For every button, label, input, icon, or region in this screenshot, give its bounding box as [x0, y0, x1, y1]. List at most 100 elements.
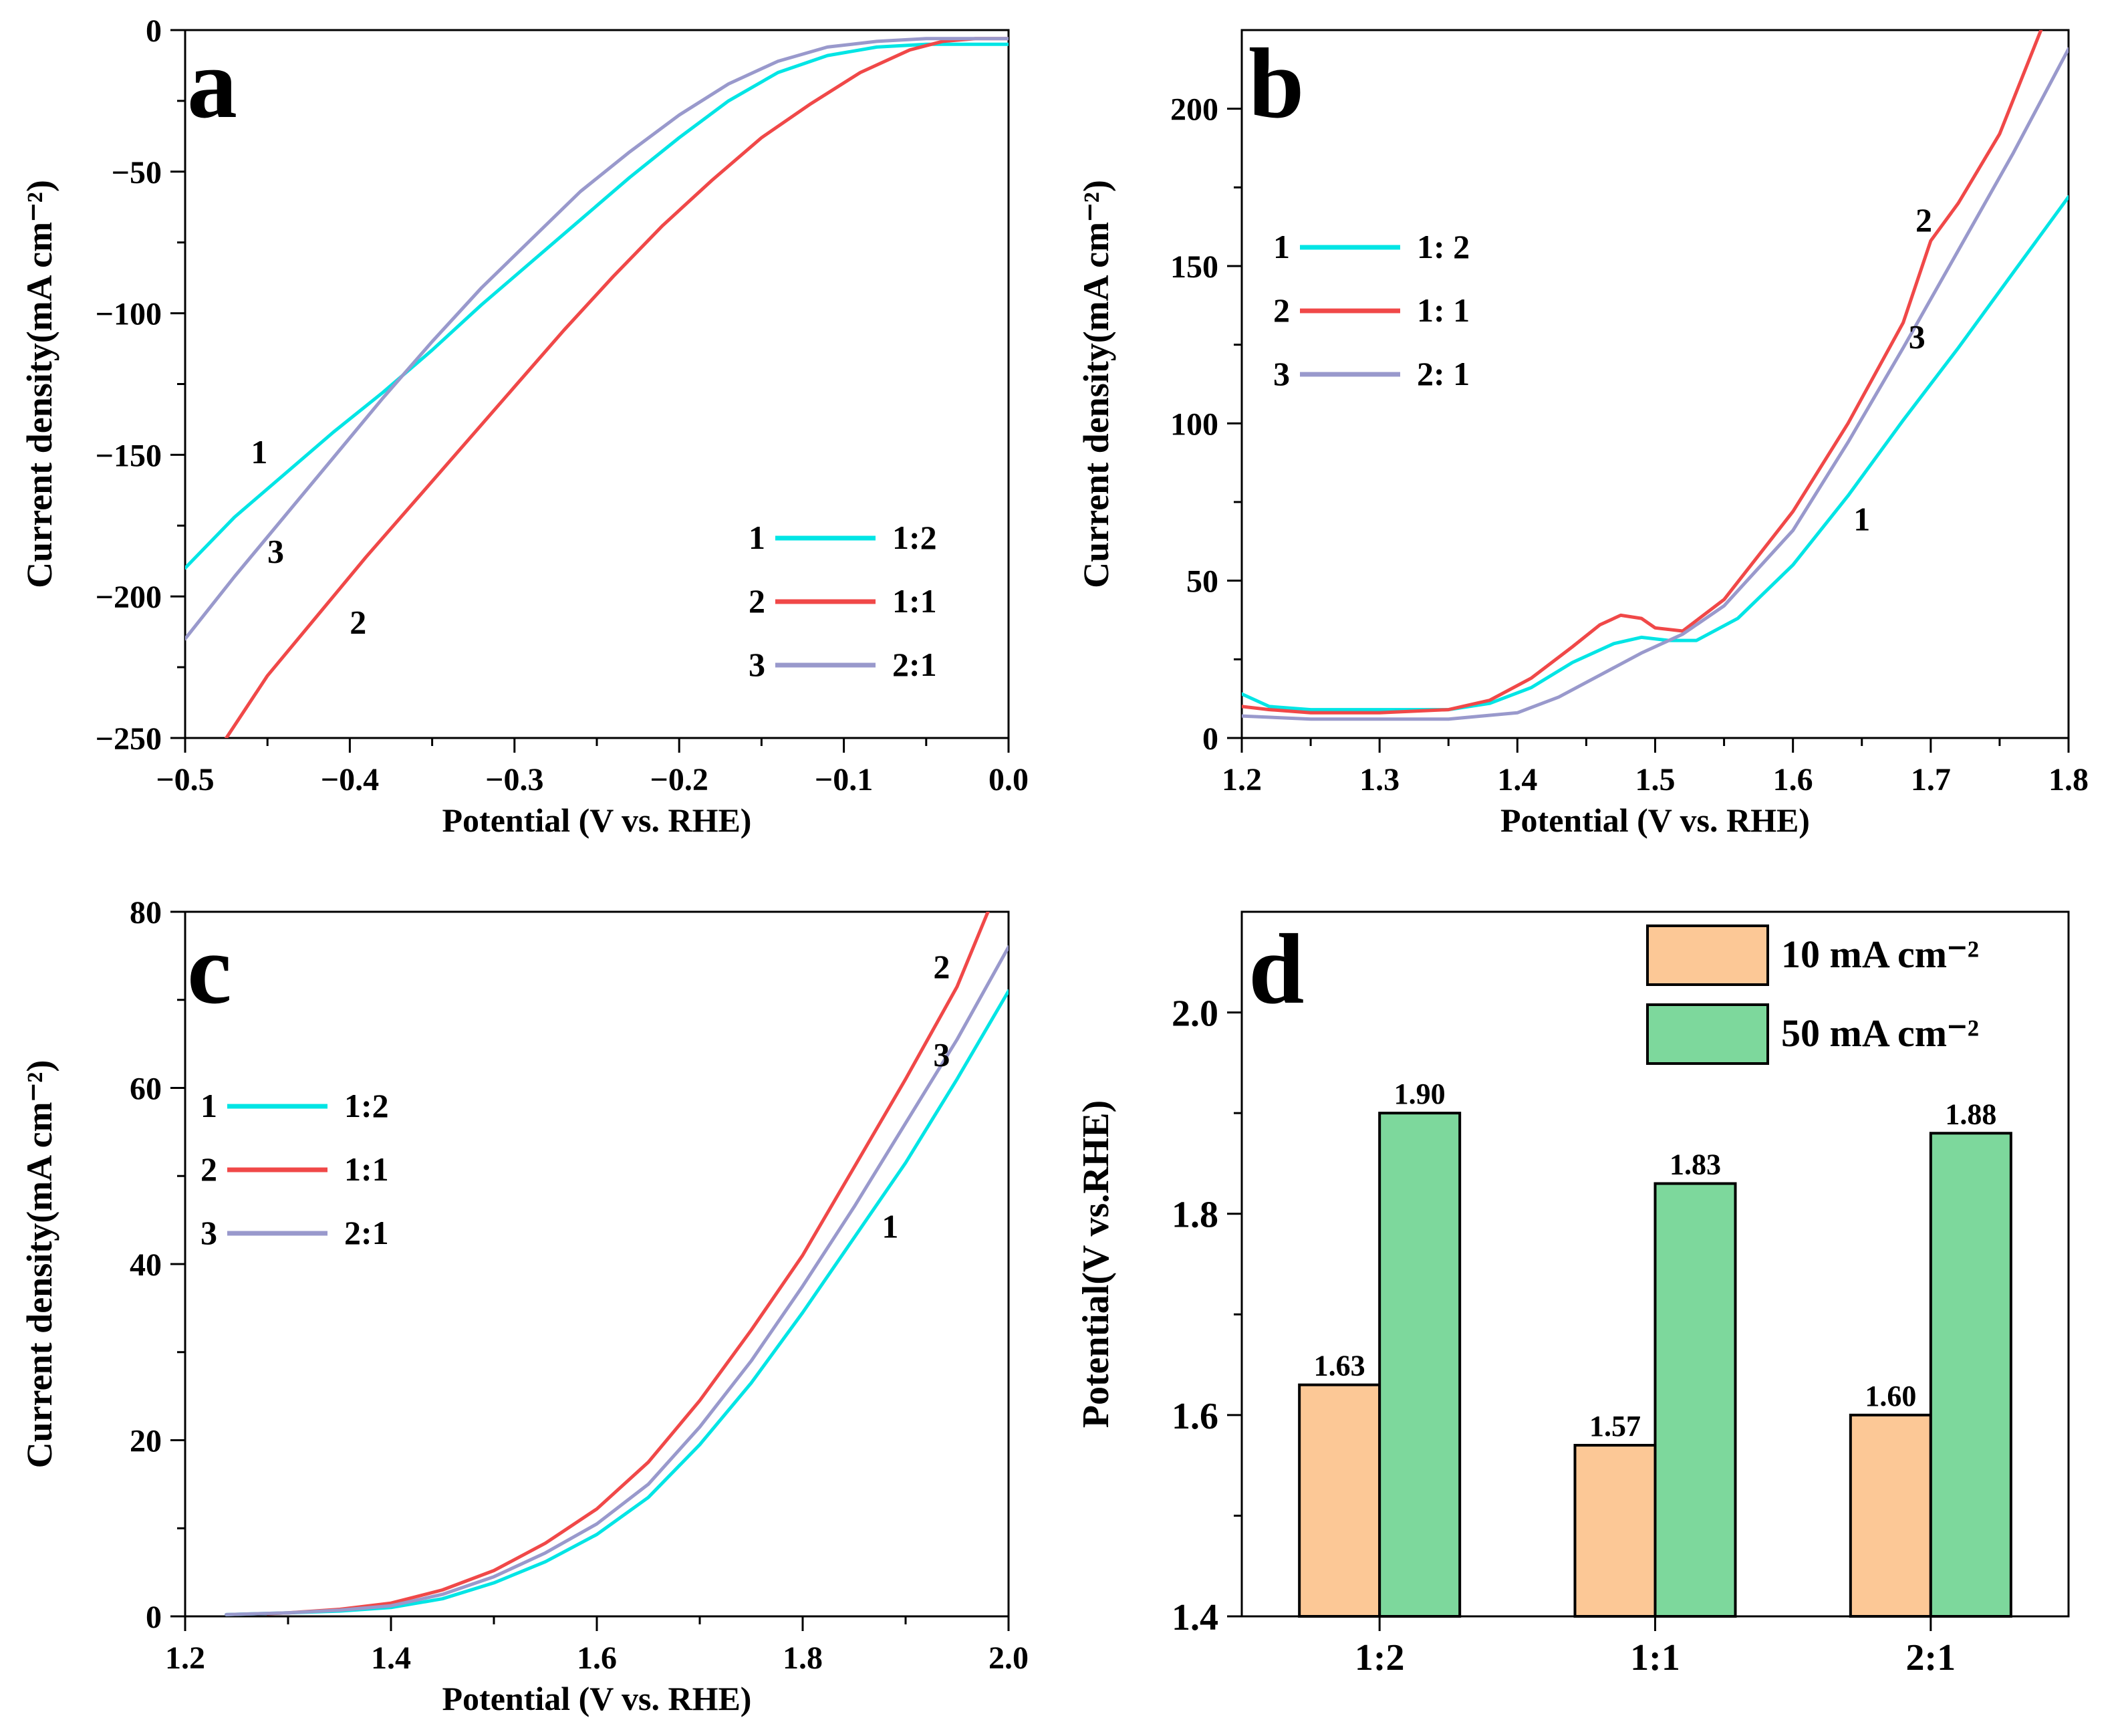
x-axis-title: Potential (V vs. RHE)	[442, 801, 752, 839]
panel-b: 1.2 1.3 1.4 1.5 1.6 1.7 1.8 0 50 100 150 200 Potenti…	[1076, 28, 2089, 839]
x-tick-label: 1.3	[1359, 762, 1400, 797]
x-tick-label: 1.4	[371, 1640, 411, 1676]
bar-value-label: 1.63	[1314, 1350, 1365, 1382]
curve-label: 3	[1909, 318, 1926, 355]
legend-label: 1: 2	[1417, 228, 1470, 265]
legend-number: 1	[1273, 228, 1290, 265]
legend-number: 3	[1273, 355, 1290, 392]
legend-number: 2	[1273, 291, 1290, 329]
panel-letter: b	[1248, 28, 1304, 139]
x-tick-label: −0.5	[156, 762, 214, 797]
x-tick-label: 1:1	[1630, 1637, 1680, 1679]
curve-label: 2	[933, 948, 950, 985]
x-tick-label: 1.6	[1773, 762, 1813, 797]
bar	[1573, 1444, 1657, 1618]
x-tick-label: 1.6	[577, 1640, 617, 1676]
bar-value-label: 1.57	[1589, 1410, 1641, 1443]
x-tick-label: 2.0	[988, 1640, 1029, 1676]
legend-number: 1	[201, 1087, 217, 1124]
series-line-3	[1242, 47, 2069, 721]
y-tick-label: 40	[130, 1247, 162, 1283]
y-tick-label: 0	[146, 1600, 162, 1635]
y-tick-label: −250	[96, 721, 162, 757]
series-line-2	[225, 37, 1009, 738]
legend-swatch	[1646, 924, 1769, 986]
y-tick-label: 1.8	[1172, 1195, 1218, 1236]
y-tick-label: 100	[1170, 406, 1218, 442]
bar-value-label: 1.90	[1394, 1078, 1446, 1110]
panel-d: 1.63 1.90 1:2 1.57 1.83 1:1 1.60 1.88 2:1 1.4 1.6 1…	[1075, 910, 2070, 1679]
series-line-1	[1242, 195, 2069, 712]
x-tick-label: 0.0	[988, 762, 1029, 797]
y-axis-title: Current density(mA cm⁻²)	[19, 1060, 59, 1469]
y-tick-label: 1.6	[1172, 1396, 1218, 1437]
curve-label: 1	[1853, 500, 1870, 537]
legend-label: 2:1	[344, 1214, 389, 1251]
x-tick-label: 1.2	[165, 1640, 205, 1676]
legend-number: 2	[201, 1150, 217, 1188]
series-line-1	[185, 42, 1009, 570]
x-tick-label: 1.8	[2048, 762, 2089, 797]
panel-a: −0.5 −0.4 −0.3 −0.2 −0.1 0.0 −250 −200 −150 −100 −…	[19, 13, 1029, 839]
series-line-1	[225, 989, 1009, 1616]
bar	[1653, 1182, 1737, 1618]
x-tick-label: 1.7	[1911, 762, 1951, 797]
bar-value-label: 1.60	[1865, 1380, 1916, 1412]
legend-label: 1: 1	[1417, 291, 1470, 329]
y-axis-title: Current density(mA cm⁻²)	[19, 180, 59, 588]
x-axis-title: Potential (V vs. RHE)	[442, 1680, 752, 1717]
y-tick-label: 50	[1186, 564, 1218, 600]
panel-c: 1.2 1.4 1.6 1.8 2.0 0 20 40 60 80 Potential (V vs.…	[19, 895, 1029, 1717]
y-tick-label: −150	[96, 438, 162, 473]
curve-label: 3	[267, 532, 284, 570]
series-line-2	[265, 912, 990, 1616]
y-tick-label: −50	[112, 155, 162, 191]
bar	[1849, 1413, 1932, 1618]
series-line-2	[1242, 30, 2043, 715]
curve-label: 2	[1915, 201, 1932, 239]
legend-label: 50 mA cm⁻²	[1781, 1011, 1979, 1055]
legend-label: 2:1	[892, 646, 937, 683]
y-tick-label: 2.0	[1172, 993, 1218, 1035]
x-tick-label: −0.3	[485, 762, 543, 797]
x-tick-label: −0.1	[815, 762, 873, 797]
bar	[1298, 1383, 1381, 1618]
curve-label: 2	[350, 603, 366, 640]
plot-frame	[1240, 29, 2070, 739]
legend-label: 1:1	[344, 1150, 389, 1188]
legend-label: 1:1	[892, 582, 937, 620]
y-tick-label: 0	[146, 13, 162, 49]
x-tick-label: 1.2	[1222, 762, 1262, 797]
x-axis-title: Potential (V vs. RHE)	[1500, 801, 1810, 839]
legend-swatch	[1646, 1003, 1769, 1065]
series-line-3	[225, 945, 1009, 1616]
panel-letter: d	[1248, 914, 1304, 1025]
legend-label: 1:2	[892, 519, 937, 556]
curve-label: 1	[882, 1207, 898, 1245]
curve-label: 1	[251, 433, 267, 471]
x-tick-label: 1.5	[1635, 762, 1676, 797]
curve-label: 3	[933, 1036, 950, 1074]
x-tick-label: −0.4	[321, 762, 379, 797]
y-tick-label: 150	[1170, 249, 1218, 285]
legend-label: 1:2	[344, 1087, 389, 1124]
x-tick-label: 2:1	[1906, 1637, 1956, 1679]
panel-letter: c	[187, 914, 232, 1025]
y-tick-label: 1.4	[1172, 1597, 1218, 1638]
x-tick-label: −0.2	[650, 762, 708, 797]
bar	[1378, 1112, 1462, 1618]
bar-value-label: 1.83	[1670, 1148, 1721, 1181]
y-axis-title: Potential(V vs.RHE)	[1075, 1100, 1117, 1429]
y-tick-label: 200	[1170, 92, 1218, 128]
legend-label: 2: 1	[1417, 355, 1470, 392]
bar-value-label: 1.88	[1945, 1098, 1996, 1130]
x-tick-label: 1.8	[783, 1640, 823, 1676]
y-tick-label: 80	[130, 895, 162, 931]
series-line-3	[185, 37, 1009, 641]
legend-number: 1	[749, 519, 765, 556]
bar	[1929, 1132, 2012, 1618]
y-tick-label: −200	[96, 580, 162, 615]
legend-number: 3	[201, 1214, 217, 1251]
y-tick-label: 0	[1202, 721, 1218, 757]
